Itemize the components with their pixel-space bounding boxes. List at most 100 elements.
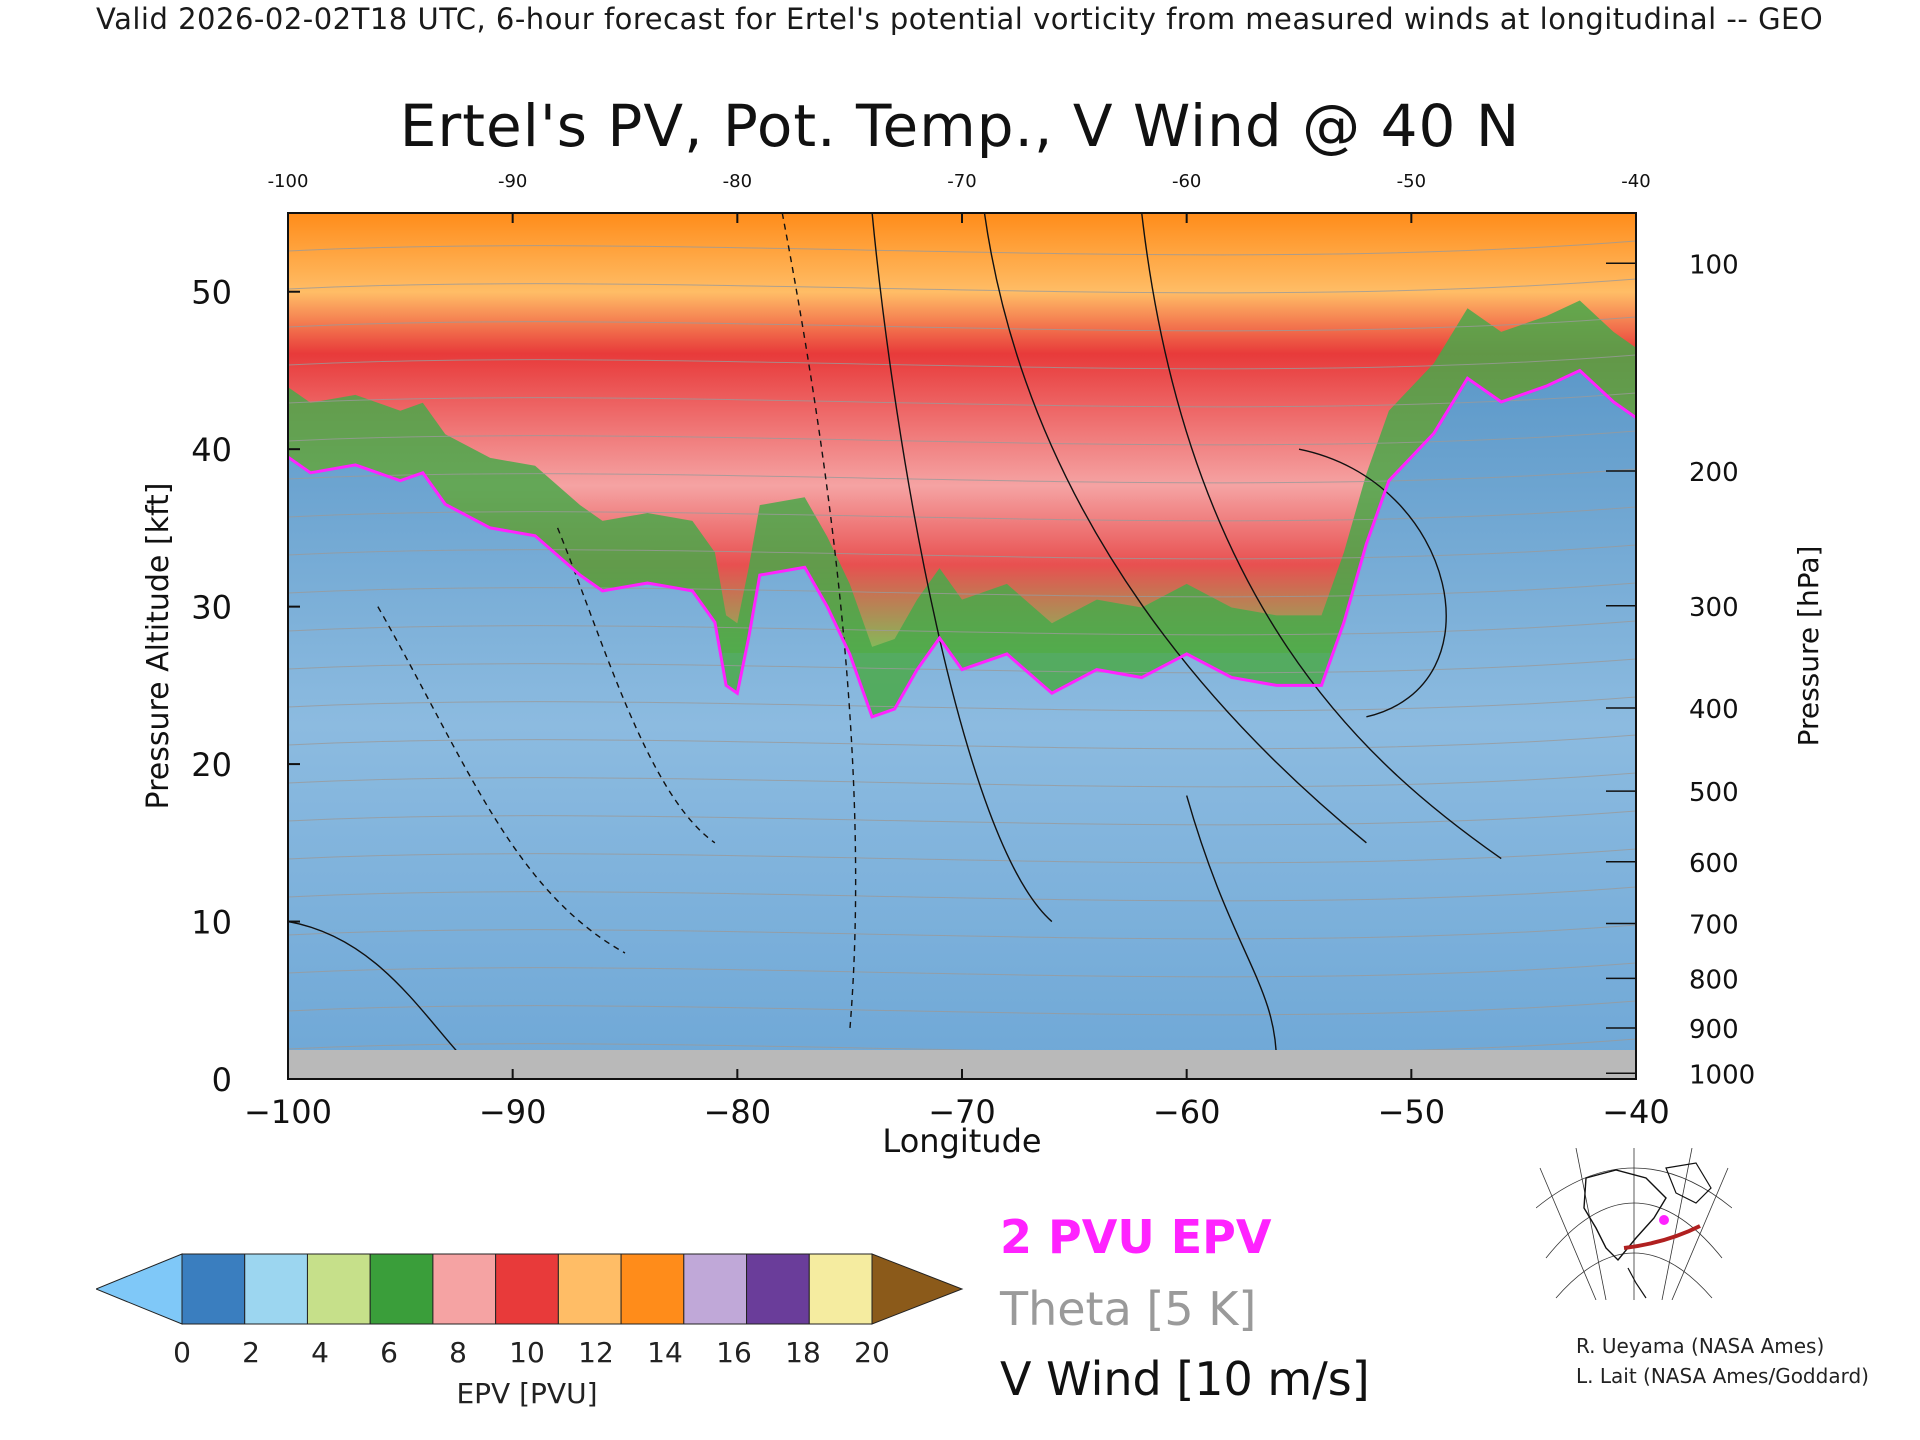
top-axis: -100 -90 -80 -70 -60 -50 -40 (268, 171, 1651, 223)
globe-map-icon (1536, 1148, 1732, 1300)
colorbar-tick-label: 18 (785, 1336, 821, 1369)
theta-contour (288, 582, 1636, 598)
cross-section-figure: −100 −90 −80 −70 −60 −50 −40 0 10 20 30 40 50 100 20… (141, 171, 1825, 1160)
wind-contour (288, 920, 469, 1064)
x-tick-label: −90 (479, 1093, 547, 1131)
pressure-tick-label: 100 (1689, 250, 1739, 280)
pressure-tick-label: 1000 (1689, 1060, 1755, 1090)
colorbar-tick-label: 14 (647, 1336, 683, 1369)
wind-contour (377, 606, 626, 954)
chart-title: Ertel's PV, Pot. Temp., V Wind @ 40 N (399, 92, 1521, 160)
theta-contour (288, 240, 1636, 256)
y-axis: 0 10 20 30 40 50 (191, 274, 300, 1099)
colorbar-over-arrow (871, 1253, 964, 1325)
theta-contour (288, 1000, 1636, 1016)
theta-contour (288, 886, 1636, 902)
wind-contours (288, 213, 1502, 1064)
top-tick-label: -90 (498, 171, 527, 192)
pressure-tick-label: 200 (1689, 458, 1739, 488)
y-tick-label: 50 (191, 274, 232, 312)
theta-contour (288, 696, 1636, 712)
x-tick-label: −100 (244, 1093, 332, 1131)
pressure-tick-label: 600 (1689, 849, 1739, 879)
theta-contour (288, 848, 1636, 864)
top-tick-label: -100 (268, 171, 309, 192)
colorbar-tick-label: 12 (578, 1336, 614, 1369)
x-tick-label: −40 (1602, 1093, 1670, 1131)
wind-contour (781, 213, 857, 1032)
x-axis: −100 −90 −80 −70 −60 −50 −40 (244, 1069, 1670, 1131)
wind-contour (983, 213, 1367, 844)
pressure-tick-label: 800 (1689, 965, 1739, 995)
wind-contour (871, 213, 1053, 923)
x-tick-label: −60 (1153, 1093, 1221, 1131)
colorbar-tick-label: 6 (380, 1336, 398, 1369)
colorbar-under-arrow (96, 1253, 183, 1325)
colorbar-label: EPV [PVU] (456, 1377, 597, 1408)
theta-contour (288, 924, 1636, 940)
x-tick-label: −70 (928, 1093, 996, 1131)
colorbar-tick-label: 4 (311, 1336, 329, 1369)
wind-contour (1185, 795, 1278, 1064)
green-pv-band (288, 300, 1636, 717)
colorbar-segment (620, 1253, 685, 1325)
colorbar-segment (369, 1253, 434, 1325)
theta-contour (288, 430, 1636, 446)
colorbar-segment (683, 1253, 748, 1325)
top-tick-label: -70 (947, 171, 976, 192)
colorbar-tick-label: 0 (173, 1336, 191, 1369)
colorbar-tick-label: 2 (242, 1336, 260, 1369)
credit-line-1: R. Ueyama (NASA Ames) (1576, 1334, 1825, 1358)
x-axis-label: Longitude (882, 1122, 1041, 1160)
top-tick-label: -60 (1172, 171, 1201, 192)
colorbar-tick-label: 16 (716, 1336, 752, 1369)
y-tick-label: 20 (191, 746, 232, 784)
x-tick-label: −80 (704, 1093, 772, 1131)
theta-contour (288, 468, 1636, 484)
colorbar-segments (96, 1253, 964, 1325)
theta-contour (288, 1038, 1636, 1054)
top-tick-label: -40 (1621, 171, 1650, 192)
y-axis-label: Pressure Altitude [kft] (141, 483, 176, 810)
pressure-tick-label: 400 (1689, 695, 1739, 725)
y-tick-label: 30 (191, 589, 232, 627)
legend-wind: V Wind [10 m/s] (1000, 1352, 1370, 1406)
wind-contour (1298, 448, 1447, 718)
colorbar-segment (306, 1253, 371, 1325)
colorbar-segment (746, 1253, 810, 1325)
pressure-tick-label: 700 (1689, 910, 1739, 940)
theta-contour (288, 278, 1636, 294)
colorbar-tick-label: 10 (509, 1336, 545, 1369)
pressure-tick-label: 900 (1689, 1015, 1739, 1045)
theta-contour (288, 962, 1636, 978)
theta-contour (288, 392, 1636, 408)
colorbar-tick-label: 8 (449, 1336, 467, 1369)
colorbar-segment (808, 1253, 873, 1325)
y-tick-label: 40 (191, 431, 232, 469)
top-tick-label: -80 (723, 171, 752, 192)
theta-contours (288, 240, 1636, 1054)
pressure-axis: 100 200 300 400 500 600 700 800 900 1000 (1606, 250, 1755, 1090)
theta-contour (288, 734, 1636, 750)
colorbar-segment (244, 1253, 308, 1325)
legend-pvu: 2 PVU EPV (1000, 1210, 1272, 1264)
colorbar-segment (432, 1253, 497, 1325)
theta-contour (288, 810, 1636, 826)
colorbar-tick-label: 20 (854, 1336, 890, 1369)
theta-contour (288, 772, 1636, 788)
pressure-tick-label: 300 (1689, 593, 1739, 623)
theta-contour (288, 354, 1636, 370)
credit-line-2: L. Lait (NASA Ames/Goddard) (1576, 1364, 1869, 1388)
pressure-tick-label: 500 (1689, 778, 1739, 808)
wind-contour (1141, 213, 1502, 860)
two-pvu-contour (288, 368, 1636, 719)
colorbar-segment (181, 1253, 246, 1325)
y-tick-label: 0 (212, 1061, 232, 1099)
valid-time-header: Valid 2026-02-02T18 UTC, 6-hour forecast… (96, 2, 1824, 36)
theta-contour (288, 316, 1636, 332)
colorbar-ticks: 0 2 4 6 8 10 12 14 16 18 20 (173, 1336, 890, 1369)
y-tick-label: 10 (191, 904, 232, 942)
epv-colorbar: 0 2 4 6 8 10 12 14 16 18 20 EPV [PVU] (96, 1253, 964, 1408)
legend-theta: Theta [5 K] (1000, 1282, 1257, 1336)
theta-contour (288, 506, 1636, 522)
